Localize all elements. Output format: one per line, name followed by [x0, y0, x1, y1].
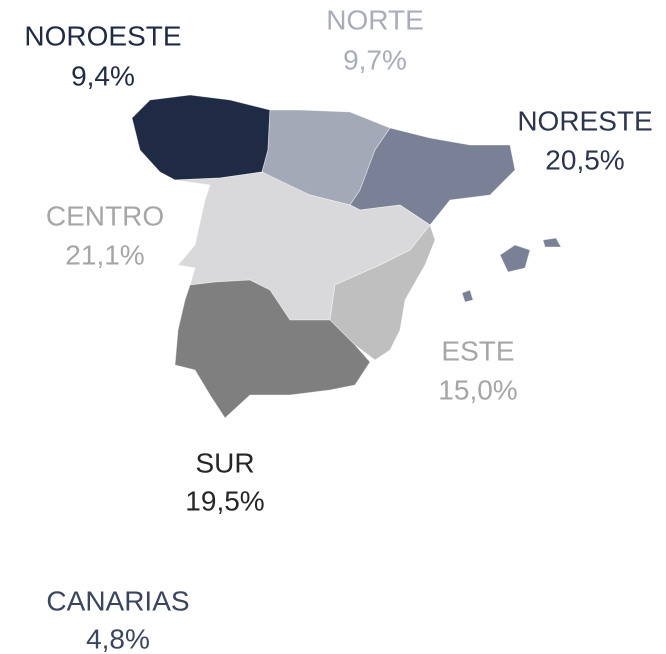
- labels: NOROESTE 9,4% NORTE 9,7% NORESTE 20,5% C…: [24, 4, 652, 654]
- region-value: 19,5%: [185, 485, 264, 516]
- island: [542, 237, 562, 248]
- island: [461, 289, 474, 303]
- region-name: SUR: [195, 447, 254, 478]
- region-name: CANARIAS: [46, 585, 189, 616]
- region-value: 9,7%: [343, 44, 407, 75]
- region-este: [329, 224, 436, 361]
- region-name: ESTE: [441, 335, 514, 366]
- region-value: 15,0%: [438, 374, 517, 405]
- region-noroeste: [131, 94, 271, 181]
- region-value: 9,4%: [71, 60, 135, 91]
- region-value: 20,5%: [545, 144, 624, 175]
- region-name: CENTRO: [46, 200, 164, 231]
- region-value: 21,1%: [65, 239, 144, 270]
- regions: [131, 94, 562, 419]
- region-name: NORTE: [326, 4, 424, 35]
- region-sur: [174, 279, 371, 419]
- region-name: NOROESTE: [24, 20, 181, 51]
- region-name: NORESTE: [517, 105, 652, 136]
- region-value: 4,8%: [86, 623, 150, 654]
- island: [499, 244, 531, 273]
